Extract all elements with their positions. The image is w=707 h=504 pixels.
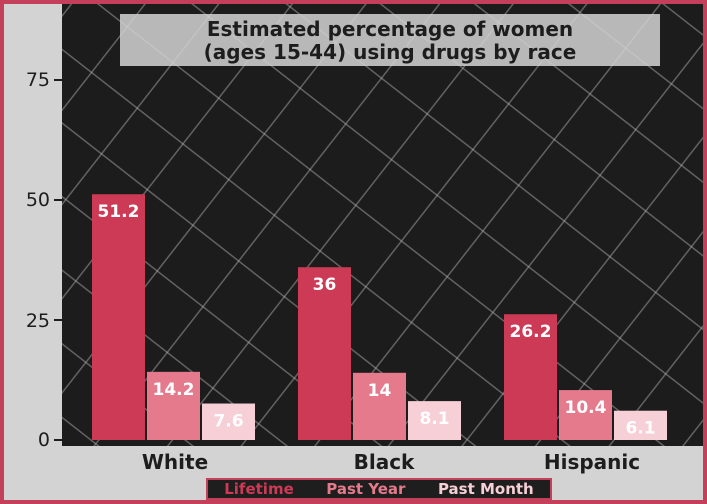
y-tick-label-50: 50	[25, 189, 50, 211]
bar-black-lifetime	[298, 267, 351, 440]
legend-item-past-year: Past Year	[326, 480, 406, 498]
data-label-hispanic-past-year: 10.4	[565, 398, 607, 418]
chart-title-line-2: (ages 15-44) using drugs by race	[203, 40, 577, 64]
chart-title-line-1: Estimated percentage of women	[206, 17, 574, 41]
y-tick-label-0: 0	[37, 429, 50, 451]
data-label-black-lifetime: 36	[313, 275, 337, 295]
data-label-white-lifetime: 51.2	[98, 202, 140, 222]
data-label-hispanic-past-month: 6.1	[625, 419, 655, 439]
bar-white-past-year	[147, 371, 200, 440]
bar-hispanic-past-year	[559, 390, 612, 440]
data-label-black-past-month: 8.1	[419, 409, 449, 429]
bar-white-past-month	[202, 403, 255, 440]
chart-legend: Lifetime Past Year Past Month	[206, 478, 552, 500]
bar-white-lifetime	[92, 194, 145, 440]
data-label-hispanic-lifetime: 26.2	[510, 322, 552, 342]
y-tick-label-25: 25	[25, 310, 50, 332]
legend-item-lifetime: Lifetime	[224, 480, 294, 498]
data-label-black-past-year: 14	[368, 381, 392, 401]
y-tick-label-75: 75	[25, 69, 50, 91]
title-banner	[120, 14, 660, 66]
category-label-black: Black	[353, 450, 415, 474]
bar-hispanic-past-month	[614, 410, 667, 440]
category-label-white: White	[141, 450, 209, 474]
data-label-white-past-month: 7.6	[213, 412, 243, 432]
bar-black-past-month	[408, 401, 461, 440]
bar-hispanic-lifetime	[504, 314, 557, 440]
category-label-hispanic: Hispanic	[543, 450, 641, 474]
data-label-white-past-year: 14.2	[153, 380, 195, 400]
legend-item-past-month: Past Month	[437, 480, 534, 498]
bar-black-past-year	[353, 372, 406, 440]
